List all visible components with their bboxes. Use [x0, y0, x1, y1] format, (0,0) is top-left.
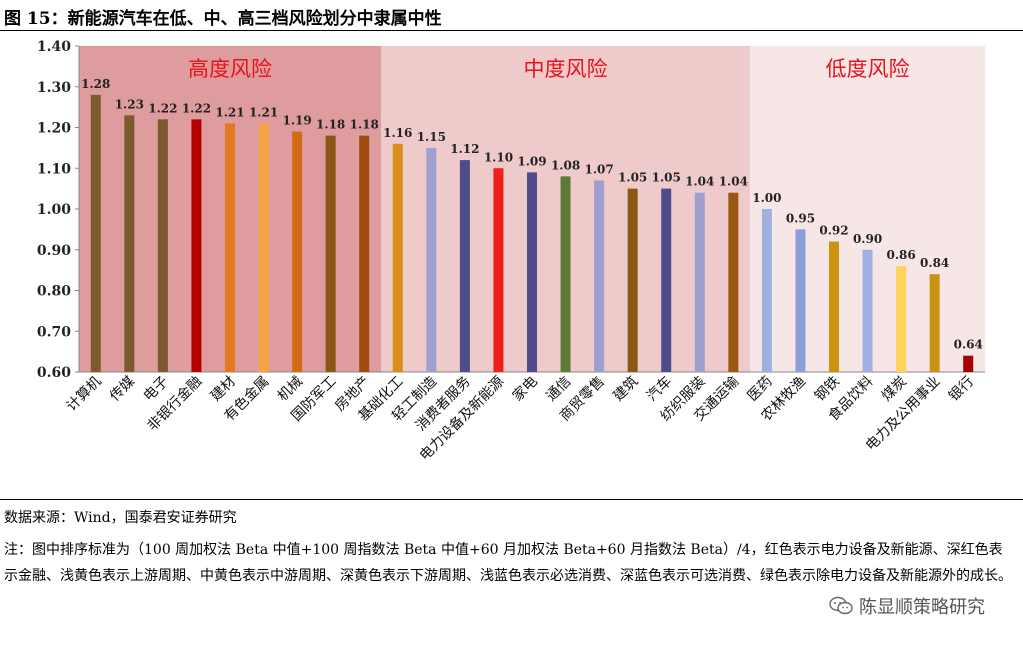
- value-label-18: 1.04: [685, 175, 714, 189]
- value-label-12: 1.10: [484, 150, 513, 164]
- bar-6: [292, 131, 303, 372]
- category-label-1: 传媒: [107, 374, 138, 405]
- bar-2: [157, 119, 168, 372]
- value-label-23: 0.90: [853, 232, 882, 246]
- bar-13: [527, 172, 537, 372]
- value-label-10: 1.15: [417, 130, 446, 144]
- bar-3: [191, 119, 202, 372]
- value-label-26: 0.64: [954, 338, 983, 352]
- bar-11: [459, 160, 470, 372]
- bar-1: [124, 115, 135, 373]
- category-label-13: 家电: [509, 373, 541, 405]
- value-label-1: 1.23: [115, 97, 144, 111]
- bar-15: [594, 180, 605, 372]
- bar-21: [795, 229, 806, 372]
- data-source: 数据来源：Wind，国泰君安证券研究: [4, 510, 237, 526]
- bar-4: [225, 123, 235, 372]
- bar-24: [896, 266, 907, 372]
- value-label-3: 1.22: [182, 101, 211, 115]
- bar-20: [761, 209, 772, 372]
- category-label-16: 建筑: [610, 374, 641, 405]
- value-label-8: 1.18: [350, 118, 379, 132]
- risk-region-label-2: 低度风险: [826, 57, 910, 81]
- bar-18: [694, 192, 705, 372]
- value-label-2: 1.22: [148, 101, 177, 115]
- y-tick-label-0: 0.60: [37, 365, 71, 381]
- bar-7: [325, 135, 336, 372]
- value-label-22: 0.92: [819, 224, 848, 238]
- bar-22: [829, 241, 839, 372]
- bar-16: [627, 188, 638, 372]
- bar-5: [258, 123, 269, 372]
- value-label-6: 1.19: [282, 114, 311, 128]
- y-tick-label-1: 0.70: [37, 324, 71, 340]
- value-label-21: 0.95: [786, 211, 815, 225]
- bar-26: [963, 355, 974, 372]
- value-label-20: 1.00: [752, 191, 781, 205]
- value-label-19: 1.04: [719, 175, 748, 189]
- value-label-16: 1.05: [618, 171, 647, 185]
- bar-14: [560, 176, 571, 372]
- bar-17: [661, 188, 672, 372]
- value-label-25: 0.84: [920, 256, 949, 270]
- y-tick-label-8: 1.40: [37, 39, 71, 55]
- value-label-24: 0.86: [886, 248, 915, 262]
- value-label-5: 1.21: [249, 105, 278, 119]
- value-label-17: 1.05: [652, 171, 681, 185]
- bar-23: [862, 249, 873, 372]
- y-tick-label-4: 1.00: [37, 202, 71, 218]
- value-label-7: 1.18: [316, 118, 345, 132]
- title-rule: [0, 30, 1023, 31]
- y-tick-label-2: 0.80: [37, 284, 71, 300]
- figure-title: 图 15：新能源汽车在低、中、高三档风险划分中隶属中性: [4, 9, 442, 29]
- value-label-14: 1.08: [551, 158, 580, 172]
- bar-12: [493, 168, 504, 372]
- value-label-4: 1.21: [215, 105, 244, 119]
- risk-region-label-0: 高度风险: [188, 57, 272, 81]
- watermark-text: 陈显顺策略研究: [859, 597, 985, 618]
- category-label-26: 银行: [946, 374, 977, 405]
- risk-region-label-1: 中度风险: [524, 57, 608, 81]
- bar-0: [90, 94, 101, 373]
- watermark: 陈显顺策略研究: [825, 593, 989, 619]
- value-label-13: 1.09: [517, 154, 546, 168]
- bar-25: [929, 274, 940, 372]
- bar-10: [426, 147, 437, 372]
- value-label-9: 1.16: [383, 126, 412, 140]
- value-label-0: 1.28: [81, 77, 110, 91]
- y-tick-label-6: 1.20: [37, 121, 71, 137]
- bar-19: [728, 192, 739, 372]
- y-tick-label-7: 1.30: [37, 80, 71, 96]
- source-rule: [0, 499, 1023, 500]
- y-tick-label-3: 0.90: [37, 243, 71, 259]
- risk-beta-bar-chart: 高度风险 中度风险 低度风险 0.60 0.70 0.80 0.90 1.00 1.10 1.20…: [37, 39, 985, 464]
- value-label-11: 1.12: [450, 142, 479, 156]
- wechat-icon: [829, 596, 853, 615]
- bar-9: [392, 143, 403, 372]
- bar-8: [359, 135, 370, 372]
- y-tick-label-5: 1.10: [37, 161, 71, 177]
- value-label-15: 1.07: [584, 162, 613, 176]
- chart-note: 注：图中排序标准为（100 周加权法 Beta 中值+100 周指数法 Beta…: [4, 542, 1012, 584]
